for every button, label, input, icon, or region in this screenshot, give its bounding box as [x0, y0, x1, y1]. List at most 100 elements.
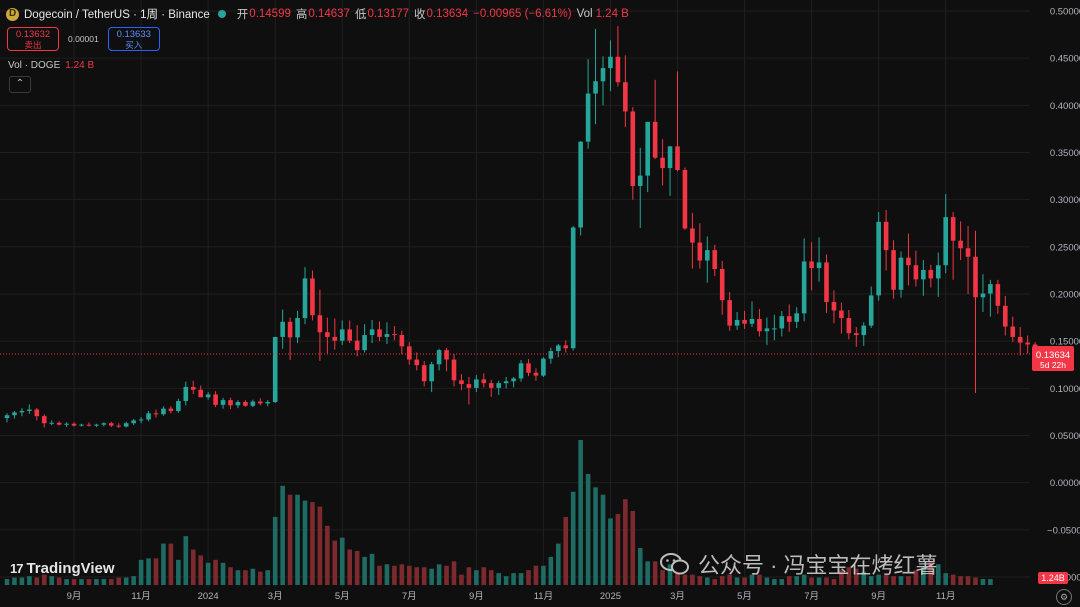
close-value: 0.13634: [426, 8, 469, 20]
candle-body: [965, 248, 971, 257]
volume-bar: [310, 502, 315, 585]
candle-body: [876, 221, 881, 296]
buy-button[interactable]: 0.13633 买入: [107, 27, 160, 51]
candle-body: [541, 358, 546, 376]
wechat-watermark: 公众号 · 冯宝宝在烤红薯: [660, 548, 938, 580]
volume-bar: [563, 516, 569, 585]
close-label: 收: [414, 9, 426, 21]
volume-bar: [943, 573, 948, 585]
volume-bar: [526, 570, 531, 585]
symbol-title[interactable]: Dogecoin / TetherUS · 1周 · Binance: [24, 9, 210, 21]
candle-body: [362, 335, 367, 351]
x-tick-label: 11月: [534, 591, 553, 602]
candle-body: [27, 409, 32, 411]
candle-body: [459, 380, 464, 385]
candle-body: [116, 425, 122, 427]
candle-body: [615, 56, 621, 83]
sell-button[interactable]: 0.13632 卖出: [7, 27, 59, 51]
candle-body: [444, 350, 449, 360]
volume-bar: [980, 579, 986, 585]
volume-bar: [377, 565, 382, 585]
buy-price: 0.13633: [116, 29, 151, 40]
volume-bar: [950, 574, 956, 585]
volume-bar: [4, 579, 10, 585]
volume-bar: [488, 570, 494, 585]
volume-bar: [399, 564, 405, 585]
candle-body: [19, 410, 25, 413]
volume-indicator-legend[interactable]: Vol · DOGE 1.24 B: [8, 60, 94, 71]
candle-body: [645, 121, 650, 176]
candle-body: [86, 424, 92, 426]
volume-bar: [384, 564, 390, 585]
high-value: 0.14637: [308, 8, 350, 20]
volume-bar: [935, 564, 941, 585]
volume-bar: [466, 567, 472, 585]
volume-bar: [883, 574, 889, 585]
candle-body: [198, 389, 203, 398]
volume-indicator-label: Vol · DOGE: [8, 60, 61, 71]
candle-body: [384, 334, 390, 337]
volume-bar: [407, 565, 412, 585]
tradingview-mark-icon: 17: [10, 561, 24, 576]
candle-body: [891, 250, 896, 290]
candle-body: [883, 221, 889, 251]
volume-bar: [243, 570, 248, 585]
volume-bar: [794, 576, 799, 585]
x-tick-label: 2024: [198, 591, 219, 602]
x-tick-label: 2025: [600, 591, 621, 602]
volume-bar: [302, 500, 308, 585]
volume-bar: [772, 579, 777, 585]
candle-body: [556, 345, 561, 352]
buy-label: 买入: [125, 40, 143, 50]
x-tick-label: 3月: [670, 591, 685, 602]
candle-body: [101, 423, 107, 425]
candle-body: [585, 93, 591, 142]
volume-bar: [56, 577, 62, 585]
volume-bar: [79, 579, 84, 585]
candle-body: [660, 157, 665, 169]
chart-settings-icon[interactable]: ⚙: [1056, 589, 1072, 605]
volume-bar: [816, 577, 822, 585]
candle-body: [369, 329, 375, 336]
volume-bar: [690, 574, 695, 585]
dogecoin-icon: [6, 7, 19, 21]
candle-body: [429, 364, 434, 382]
volume-bar: [630, 511, 636, 585]
watermark-text: 公众号 · 冯宝宝在烤红薯: [698, 553, 938, 578]
candle-body: [12, 412, 17, 416]
candle-body: [608, 56, 613, 69]
open-label: 开: [236, 9, 249, 21]
candle-body: [898, 257, 904, 290]
candle-body: [123, 423, 129, 427]
tradingview-logo[interactable]: 17 TradingView: [10, 560, 115, 577]
candle-body: [1010, 326, 1016, 337]
volume-bar: [727, 574, 732, 585]
candle-body: [518, 363, 524, 379]
last-price-tag: [1032, 346, 1074, 372]
volume-bar: [392, 565, 397, 585]
volume-bar: [652, 561, 658, 585]
candle-body: [712, 250, 718, 270]
candle-body: [667, 146, 673, 169]
volume-bar: [138, 559, 144, 585]
candle-body: [94, 424, 99, 426]
collapse-legend-button[interactable]: ⌃: [9, 76, 31, 93]
volume-bar: [958, 576, 963, 585]
candle-body: [421, 365, 427, 382]
volume-bar: [556, 543, 561, 585]
volume-bar: [541, 565, 546, 585]
open-value: 0.14599: [249, 8, 291, 20]
volume-bar: [861, 571, 867, 585]
candle-body: [854, 333, 859, 336]
volume-bar: [496, 573, 501, 585]
candle-body: [570, 227, 576, 349]
volume-bar: [786, 576, 792, 585]
volume-bar: [511, 573, 516, 585]
volume-bar: [183, 536, 189, 585]
